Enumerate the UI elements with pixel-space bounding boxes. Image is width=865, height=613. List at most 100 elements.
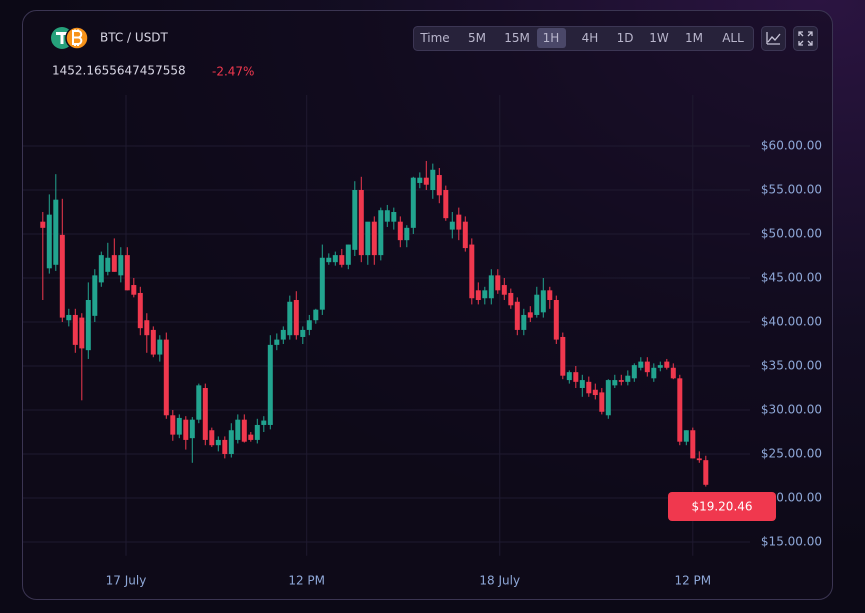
candle-body xyxy=(482,290,488,299)
timeframe-label: ALL xyxy=(722,31,744,45)
timeframe-button[interactable]: 15M xyxy=(504,31,530,45)
candle-body xyxy=(651,367,657,379)
candle-body xyxy=(228,430,234,454)
timeframe-button[interactable]: 1W xyxy=(649,31,669,45)
active-timeframe-bg xyxy=(537,28,566,48)
timeframe-bar xyxy=(413,26,754,51)
candle-body xyxy=(404,227,410,241)
x-tick-label: 17 July xyxy=(106,574,147,588)
candle-body xyxy=(105,257,111,272)
price: 1452.1655647457558 xyxy=(52,64,186,78)
candle-body xyxy=(157,339,163,355)
price-tag-text: $19.20.46 xyxy=(691,500,752,514)
candle-body xyxy=(553,300,559,340)
candle-body xyxy=(527,312,533,318)
candle-body xyxy=(443,190,449,219)
candle-body xyxy=(677,378,683,442)
y-tick-label: $20.00.00 xyxy=(761,491,822,505)
candle-body xyxy=(222,439,228,454)
candle-body xyxy=(670,367,676,379)
candle-body xyxy=(547,290,553,300)
candle-body xyxy=(696,458,702,461)
candle-body xyxy=(293,300,299,336)
timeframe-button[interactable]: 1M xyxy=(685,31,703,45)
candle-body xyxy=(456,214,462,230)
candle-body xyxy=(378,210,384,256)
candle-body xyxy=(631,365,637,379)
candle-body xyxy=(53,199,59,265)
timeframe-button[interactable]: Time xyxy=(419,31,449,45)
candle-body xyxy=(98,255,104,283)
pair-name: BTC / USDT xyxy=(100,31,169,45)
candle-body xyxy=(137,292,143,329)
candle-body xyxy=(332,255,338,263)
candle-body xyxy=(313,309,319,321)
timeframe-button[interactable]: ALL xyxy=(722,31,744,45)
candle-body xyxy=(638,361,644,368)
y-tick-label: $25.00.00 xyxy=(761,447,822,461)
y-tick-label: $60.00.00 xyxy=(761,139,822,153)
candle-body xyxy=(319,257,325,310)
candle-body xyxy=(46,214,52,269)
coin-icons xyxy=(51,26,89,50)
y-tick-label: $15.00.00 xyxy=(761,535,822,549)
price-change: -2.47% xyxy=(212,65,254,79)
candle-body xyxy=(612,380,618,386)
candle-body xyxy=(436,175,442,196)
candle-body xyxy=(300,329,306,337)
timeframe-button[interactable]: 4H xyxy=(582,31,599,45)
candle-body xyxy=(657,365,663,368)
candle-body xyxy=(306,320,312,330)
candle-body xyxy=(501,285,507,295)
candle-body xyxy=(280,329,286,340)
timeframe-button[interactable]: 5M xyxy=(468,31,486,45)
candle-body xyxy=(625,375,631,382)
candle-body xyxy=(644,361,650,373)
candle-body xyxy=(326,257,332,263)
timeframe-label: 5M xyxy=(468,31,486,45)
candle-body xyxy=(183,419,189,440)
candle-body xyxy=(150,329,156,355)
candle-body xyxy=(449,221,455,230)
candle-body xyxy=(66,314,72,321)
candle-body xyxy=(287,301,293,336)
candle-body xyxy=(560,336,566,376)
candle-body xyxy=(176,417,182,435)
candle-body xyxy=(397,221,403,241)
candle-body xyxy=(521,314,527,330)
timeframe-label: Time xyxy=(419,31,449,45)
candle-body xyxy=(586,381,592,394)
candle-body xyxy=(40,221,46,228)
candle-body xyxy=(85,300,91,351)
candle-body xyxy=(475,290,481,300)
chart-type-button[interactable] xyxy=(761,26,786,51)
candle-body xyxy=(118,255,124,276)
timeframe-label: 15M xyxy=(504,31,530,45)
candle-body xyxy=(196,385,202,420)
candle-body xyxy=(352,190,358,250)
candle-body xyxy=(124,255,130,291)
candle-body xyxy=(579,380,585,388)
y-tick-label: $40.00.00 xyxy=(761,315,822,329)
candle-body xyxy=(144,320,150,336)
candle-body xyxy=(170,415,176,435)
candle-body xyxy=(209,430,215,446)
candle-body xyxy=(683,430,689,442)
price-tag: $19.20.46 xyxy=(668,492,776,521)
candle-body xyxy=(690,430,696,459)
timeframe-button[interactable]: 1D xyxy=(617,31,634,45)
candle-body xyxy=(215,439,221,446)
candle-body xyxy=(384,210,390,222)
timeframe-label: 1W xyxy=(649,31,669,45)
y-tick-label: $50.00.00 xyxy=(761,227,822,241)
candle-body xyxy=(92,275,98,316)
candle-body xyxy=(189,419,195,439)
timeframe-button[interactable]: 1H xyxy=(537,28,566,48)
fullscreen-button[interactable] xyxy=(793,26,818,51)
y-tick-label: $55.00.00 xyxy=(761,183,822,197)
candle-body xyxy=(163,339,169,416)
candle-body xyxy=(59,234,65,318)
candle-body xyxy=(267,344,273,425)
candle-body xyxy=(495,275,501,291)
timeframe-label: 1H xyxy=(543,31,560,45)
